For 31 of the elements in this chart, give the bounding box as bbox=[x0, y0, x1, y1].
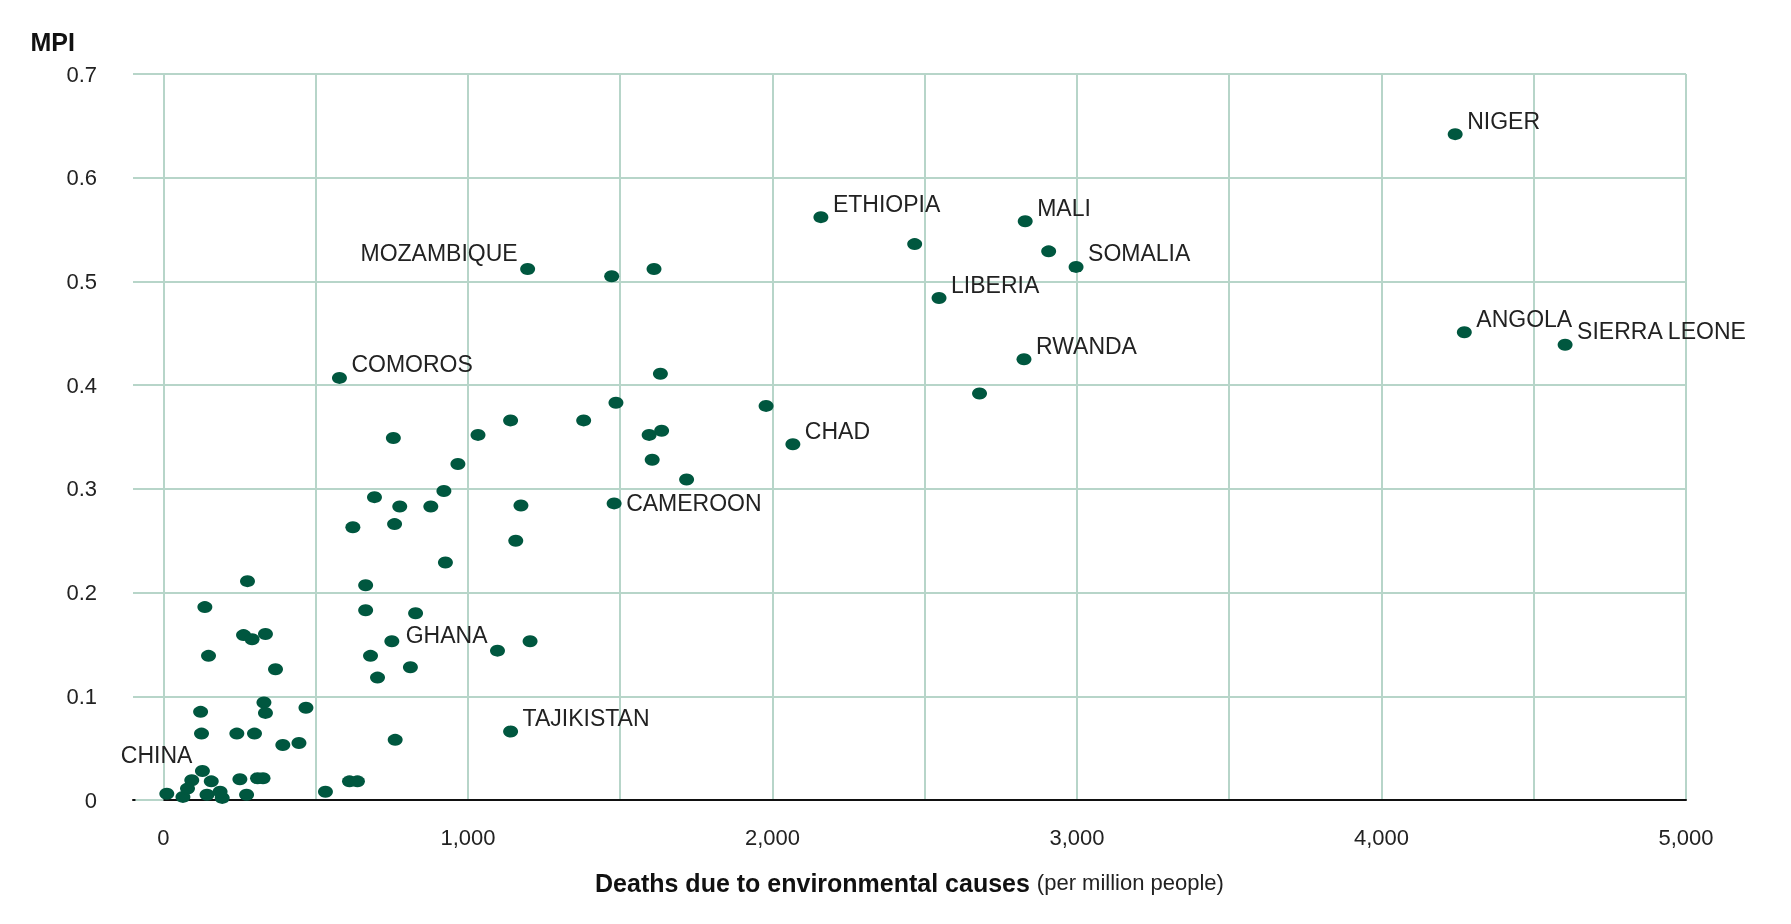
annotation: SIERRA LEONE bbox=[1577, 318, 1746, 345]
x-tick-label: 2,000 bbox=[744, 824, 800, 850]
x-tick-label: 0 bbox=[157, 824, 170, 850]
x-tick-label: 5,000 bbox=[1658, 824, 1714, 850]
y-tick-label: 0.4 bbox=[66, 372, 97, 398]
annotation: RWANDA bbox=[1036, 332, 1138, 359]
annotation: ETHIOPIA bbox=[832, 190, 941, 217]
x-tick-label: 3,000 bbox=[1049, 824, 1105, 850]
annotation: CHINA bbox=[120, 742, 194, 769]
y-tick-label: 0.1 bbox=[66, 683, 97, 709]
annotation: MALI bbox=[1037, 194, 1091, 221]
annotation: SOMALIA bbox=[1088, 240, 1191, 267]
x-axis-title: Deaths due to environmental causes (per million people) bbox=[595, 868, 1224, 897]
x-tick-label: 1,000 bbox=[440, 824, 496, 850]
annotation: NIGER bbox=[1467, 107, 1541, 134]
annotation: CHAD bbox=[804, 417, 871, 444]
y-tick-label: 0.5 bbox=[66, 268, 97, 294]
y-tick-label: 0.6 bbox=[66, 165, 97, 191]
annotation: ANGOLA bbox=[1476, 305, 1573, 332]
annotation: COMOROS bbox=[351, 351, 473, 378]
x-tick-label: 4,000 bbox=[1353, 824, 1410, 850]
y-tick-label: 0 bbox=[84, 787, 97, 813]
y-tick-label: 0.7 bbox=[66, 61, 97, 87]
annotation: CAMEROON bbox=[626, 490, 762, 517]
y-tick-label: 0.3 bbox=[66, 476, 97, 502]
annotation: TAJIKISTAN bbox=[522, 705, 650, 732]
annotation: GHANA bbox=[405, 622, 489, 649]
y-tick-label: 0.2 bbox=[66, 580, 97, 606]
y-axis-title: MPI bbox=[30, 27, 75, 56]
annotation: LIBERIA bbox=[951, 271, 1040, 298]
annotation: MOZAMBIQUE bbox=[360, 240, 518, 267]
